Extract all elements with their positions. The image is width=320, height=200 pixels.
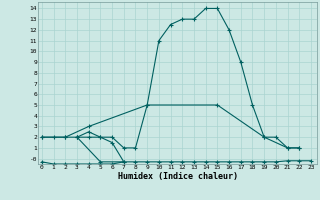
X-axis label: Humidex (Indice chaleur): Humidex (Indice chaleur) xyxy=(118,172,238,181)
